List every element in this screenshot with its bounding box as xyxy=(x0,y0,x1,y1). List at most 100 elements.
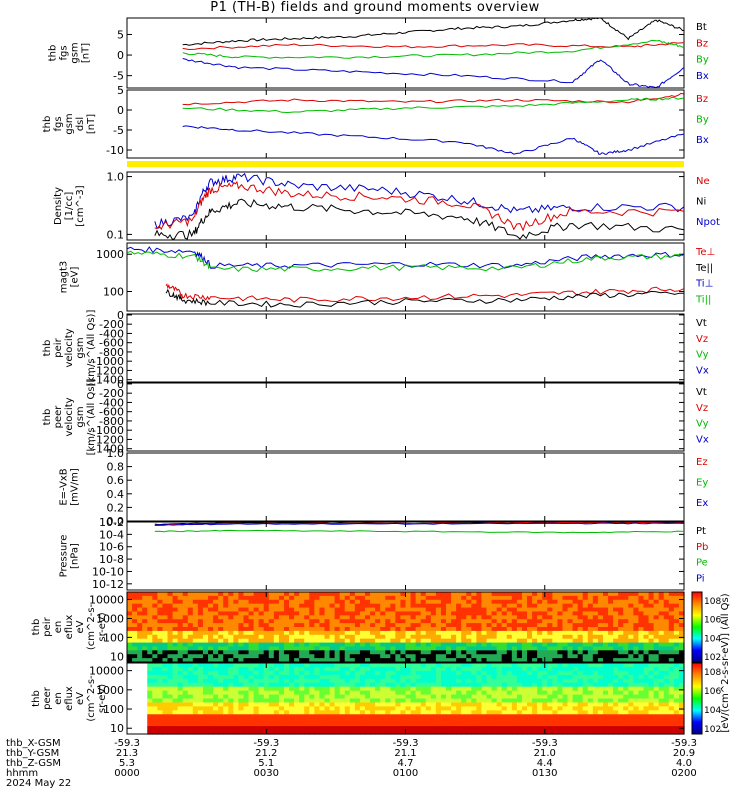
heatmap-cell xyxy=(253,607,260,613)
heatmap-cell xyxy=(516,615,523,620)
heatmap-cell xyxy=(233,674,239,680)
heatmap-cell xyxy=(506,714,513,719)
heatmap-cell xyxy=(678,615,685,620)
heatmap-cell xyxy=(501,670,508,676)
heatmap-cell xyxy=(663,611,670,616)
y-axis-label: eV xyxy=(75,692,86,705)
heatmap-cell xyxy=(390,694,396,700)
heatmap-cell xyxy=(319,694,326,700)
heatmap-cell xyxy=(537,706,543,711)
heatmap-cell xyxy=(187,718,194,723)
heatmap-cell xyxy=(557,670,564,676)
heatmap-cell xyxy=(557,595,564,601)
heatmap-cell xyxy=(592,623,599,628)
heatmap-cell xyxy=(289,630,295,636)
heatmap-cell xyxy=(197,650,204,655)
heatmap-cell xyxy=(592,611,599,616)
heatmap-cell xyxy=(132,706,138,711)
heatmap-cell xyxy=(511,650,518,655)
heatmap-cell xyxy=(496,634,503,640)
heatmap-cell xyxy=(370,646,376,651)
heatmap-cell xyxy=(618,619,624,624)
heatmap-cell xyxy=(567,706,574,711)
heatmap-cell xyxy=(233,706,239,711)
x-tick-label: 4.4 xyxy=(537,758,553,769)
heatmap-cell xyxy=(157,615,164,620)
heatmap-cell xyxy=(638,595,645,601)
heatmap-cell xyxy=(410,592,417,597)
heatmap-cell xyxy=(521,694,528,700)
heatmap-cell xyxy=(233,694,239,700)
heatmap-cell xyxy=(668,630,675,636)
heatmap-cell xyxy=(243,634,250,640)
heatmap-cell xyxy=(157,730,164,735)
heatmap-cell xyxy=(532,607,538,613)
heatmap-cell xyxy=(643,627,650,632)
heatmap-cell xyxy=(152,607,158,613)
heatmap-cell xyxy=(643,611,650,616)
heatmap-cell xyxy=(673,615,680,620)
heatmap-cell xyxy=(314,603,321,609)
heatmap-cell xyxy=(380,654,386,659)
heatmap-cell xyxy=(638,718,645,723)
heatmap-cell xyxy=(233,623,239,628)
heatmap-cell xyxy=(638,599,645,605)
heatmap-cell xyxy=(273,722,280,727)
heatmap-cell xyxy=(663,630,670,636)
heatmap-cell xyxy=(283,630,290,636)
heatmap-cell xyxy=(268,634,275,640)
heatmap-cell xyxy=(132,619,138,624)
heatmap-cell xyxy=(501,627,508,632)
heatmap-cell xyxy=(633,698,640,704)
heatmap-cell xyxy=(547,663,553,668)
heatmap-cell xyxy=(587,670,594,676)
heatmap-cell xyxy=(415,623,422,628)
heatmap-cell xyxy=(597,722,604,727)
series-line xyxy=(182,39,685,59)
heatmap-cell xyxy=(192,710,199,715)
heatmap-cell xyxy=(420,603,427,609)
heatmap-cell xyxy=(177,607,184,613)
heatmap-cell xyxy=(506,642,513,648)
heatmap-cell xyxy=(177,666,184,672)
heatmap-cell xyxy=(628,619,634,624)
heatmap-cell xyxy=(643,686,650,692)
heatmap-cell xyxy=(354,642,361,648)
heatmap-cell xyxy=(557,592,564,597)
heatmap-cell xyxy=(481,650,488,655)
y-axis-label: gsm xyxy=(64,113,75,134)
heatmap-cell xyxy=(628,630,634,636)
heatmap-cell xyxy=(364,623,371,628)
heatmap-cell xyxy=(299,698,305,704)
heatmap-cell xyxy=(278,663,285,668)
heatmap-cell xyxy=(202,619,209,624)
heatmap-cell xyxy=(461,650,467,655)
heatmap-cell xyxy=(294,718,300,723)
heatmap-cell xyxy=(263,638,270,644)
heatmap-cell xyxy=(673,634,680,640)
heatmap-cell xyxy=(567,670,574,676)
heatmap-cell xyxy=(359,666,366,672)
heatmap-cell xyxy=(157,670,164,676)
heatmap-cell xyxy=(491,730,498,735)
heatmap-cell xyxy=(253,710,260,715)
heatmap-cell xyxy=(430,730,437,735)
heatmap-cell xyxy=(182,718,189,723)
heatmap-cell xyxy=(410,646,417,651)
heatmap-cell xyxy=(319,663,326,668)
heatmap-cell xyxy=(663,726,670,731)
heatmap-cell xyxy=(273,607,280,613)
heatmap-cell xyxy=(238,694,245,700)
heatmap-cell xyxy=(162,638,169,644)
heatmap-cell xyxy=(602,642,609,648)
heatmap-cell xyxy=(527,638,533,644)
heatmap-cell xyxy=(364,682,371,688)
heatmap-cell xyxy=(304,654,310,659)
heatmap-cell xyxy=(542,603,548,609)
heatmap-cell xyxy=(440,623,447,628)
heatmap-cell xyxy=(197,663,204,668)
heatmap-cell xyxy=(375,698,381,704)
heatmap-cell xyxy=(456,722,462,727)
heatmap-cell xyxy=(562,706,569,711)
heatmap-cell xyxy=(223,619,229,624)
